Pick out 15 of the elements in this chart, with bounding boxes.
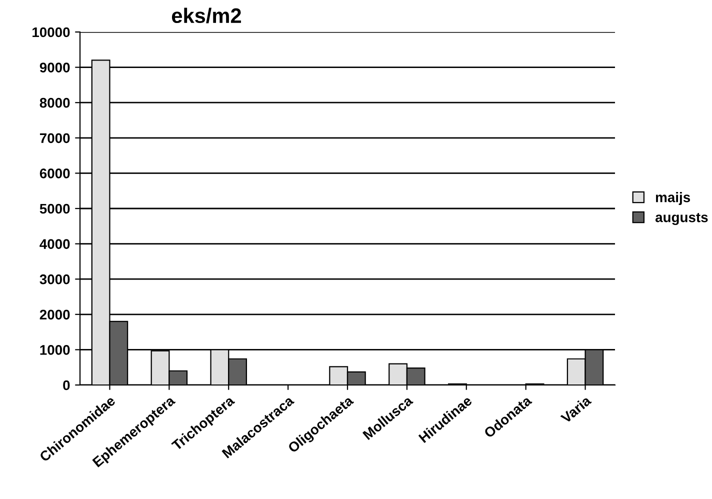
y-tick-label: 6000 — [40, 168, 70, 178]
chart-title: eks/m2 — [172, 8, 241, 24]
x-tick-label: Varia — [560, 394, 592, 424]
y-tick-label: 9000 — [40, 62, 70, 72]
y-tick-label: 4000 — [40, 239, 70, 249]
y-tick-label: 10000 — [32, 27, 70, 38]
y-tick-label: 7000 — [40, 133, 70, 144]
y-tick-label: 8000 — [40, 98, 70, 108]
y-tick-label: 2000 — [40, 310, 70, 320]
y-tick-label: 3000 — [40, 274, 70, 284]
legend-label: augusts — [655, 213, 708, 226]
legend-label: maijs — [656, 192, 690, 205]
y-tick-label: 5000 — [40, 204, 70, 214]
y-tick-label: 0 — [63, 380, 70, 390]
y-tick-label: 1000 — [40, 345, 70, 355]
